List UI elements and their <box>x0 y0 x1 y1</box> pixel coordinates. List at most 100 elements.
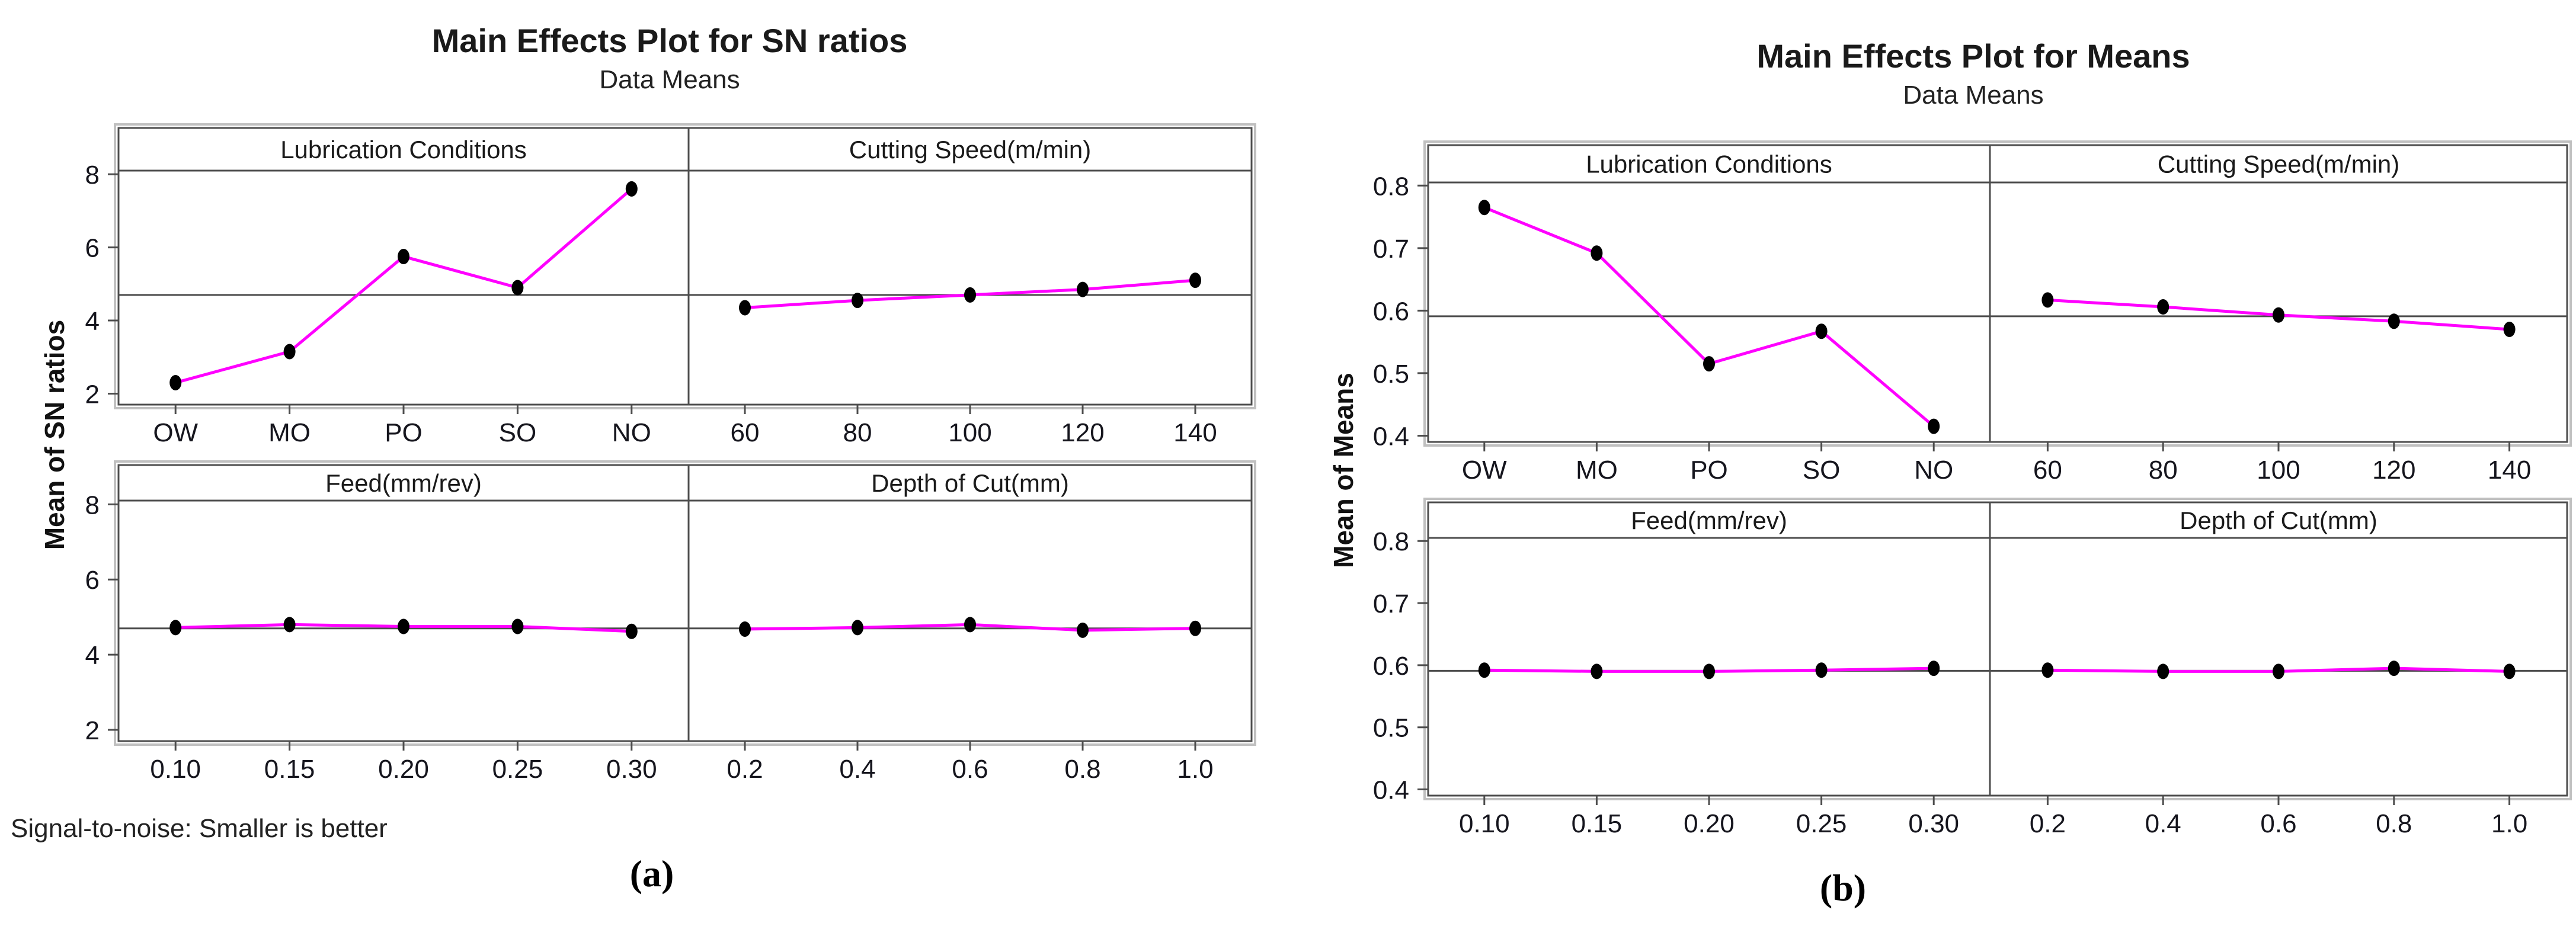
x-tick-label: 60 <box>2033 456 2062 485</box>
data-point-marker <box>2273 663 2284 679</box>
data-point-marker <box>964 287 976 303</box>
data-point-marker <box>625 623 638 639</box>
panel-header-label: Lubrication Conditions <box>280 136 527 164</box>
figure-a-title: Main Effects Plot for SN ratios <box>431 22 908 59</box>
panel-row-outer-edge <box>1423 498 2572 800</box>
data-point-marker <box>1077 281 1089 297</box>
x-tick-label: 1.0 <box>2491 809 2527 838</box>
x-tick-label: SO <box>1803 456 1841 485</box>
data-point-marker <box>739 300 751 316</box>
x-tick-label: OW <box>153 418 198 447</box>
y-tick-label: 0.4 <box>1373 422 1409 451</box>
panel-row-frame <box>1427 501 2568 797</box>
data-point-marker <box>2157 663 2169 679</box>
y-tick-label: 8 <box>85 491 100 520</box>
x-tick-label: 100 <box>2257 456 2300 485</box>
x-tick-label: 0.15 <box>264 755 315 784</box>
x-tick-label: 120 <box>2372 456 2415 485</box>
figure-b-title: Main Effects Plot for Means <box>1756 37 2190 75</box>
x-tick-label: 0.2 <box>2030 809 2066 838</box>
figure-a-ylabel: Mean of SN ratios <box>39 319 70 550</box>
x-tick-label: 120 <box>1061 418 1104 447</box>
x-tick-label: 0.20 <box>1684 809 1735 838</box>
data-point-marker <box>1815 662 1828 678</box>
x-tick-label: 0.30 <box>606 755 657 784</box>
y-tick-label: 0.6 <box>1373 297 1409 326</box>
y-tick-label: 8 <box>85 161 100 190</box>
y-tick-label: 4 <box>85 641 100 670</box>
x-tick-label: SO <box>499 418 537 447</box>
data-point-marker <box>625 181 638 197</box>
figure-b-ylabel: Mean of Means <box>1328 373 1359 568</box>
y-tick-label: 0.7 <box>1373 235 1409 264</box>
figure-a-caption: (a) <box>629 852 674 895</box>
data-point-marker <box>511 618 524 634</box>
data-point-marker <box>1703 356 1715 372</box>
data-point-marker <box>1478 662 1490 678</box>
data-point-marker <box>852 293 863 309</box>
figure-b-caption: (b) <box>1819 867 1867 909</box>
x-tick-label: 0.15 <box>1572 809 1623 838</box>
x-tick-label: 60 <box>731 418 760 447</box>
panel-header-label: Cutting Speed(m/min) <box>2158 150 2400 178</box>
panel-row-outer-edge <box>114 123 1256 409</box>
x-tick-label: 0.30 <box>1908 809 1959 838</box>
data-point-marker <box>1591 663 1603 679</box>
data-point-marker <box>852 620 863 636</box>
x-tick-label: PO <box>385 418 423 447</box>
panel-row-frame <box>1427 144 2568 443</box>
x-tick-label: 0.25 <box>492 755 543 784</box>
panel-header-label: Feed(mm/rev) <box>325 469 482 497</box>
data-point-marker <box>2503 663 2516 679</box>
data-point-marker <box>283 617 296 633</box>
x-tick-label: NO <box>1914 456 1953 485</box>
y-tick-label: 2 <box>85 716 100 745</box>
data-point-marker <box>2388 661 2400 677</box>
data-point-marker <box>1815 323 1828 339</box>
x-tick-label: OW <box>1462 456 1507 485</box>
x-tick-label: 0.20 <box>378 755 429 784</box>
data-point-marker <box>398 249 409 265</box>
x-tick-label: 0.10 <box>1459 809 1510 838</box>
data-point-marker <box>511 280 524 296</box>
panel-row-frame <box>117 464 1253 742</box>
x-tick-label: NO <box>612 418 651 447</box>
data-point-marker <box>1189 620 1201 636</box>
x-tick-label: 0.2 <box>727 755 763 784</box>
data-point-marker <box>1189 273 1201 289</box>
x-tick-label: MO <box>268 418 311 447</box>
data-point-marker <box>2157 299 2169 315</box>
data-point-marker <box>2388 313 2400 329</box>
y-tick-label: 6 <box>85 234 100 263</box>
x-tick-label: 0.4 <box>2145 809 2181 838</box>
data-point-marker <box>1703 663 1715 679</box>
x-tick-label: 140 <box>1173 418 1217 447</box>
data-point-marker <box>2041 662 2054 678</box>
x-tick-label: 0.6 <box>952 755 988 784</box>
x-tick-label: 140 <box>2488 456 2531 485</box>
data-point-marker <box>739 621 751 637</box>
data-point-marker <box>169 620 182 636</box>
y-tick-label: 6 <box>85 566 100 595</box>
panel-row-outer-edge <box>114 460 1256 746</box>
data-point-marker <box>398 618 409 634</box>
data-point-marker <box>1928 661 1940 677</box>
panel-header-label: Lubrication Conditions <box>1586 150 1832 178</box>
panel-header-label: Depth of Cut(mm) <box>871 469 1069 497</box>
x-tick-label: 80 <box>2149 456 2178 485</box>
x-tick-label: 0.25 <box>1796 809 1847 838</box>
x-tick-label: PO <box>1690 456 1728 485</box>
x-tick-label: 0.8 <box>2376 809 2412 838</box>
x-tick-label: 0.6 <box>2260 809 2296 838</box>
panel-header-label: Feed(mm/rev) <box>1631 507 1787 534</box>
y-tick-label: 0.6 <box>1373 652 1409 681</box>
data-point-marker <box>2041 292 2054 308</box>
y-tick-label: 0.4 <box>1373 776 1409 805</box>
data-point-marker <box>1591 245 1603 261</box>
x-tick-label: 0.10 <box>150 755 201 784</box>
figure-b-subtitle: Data Means <box>1903 81 2044 110</box>
x-tick-label: 1.0 <box>1177 755 1213 784</box>
data-point-marker <box>964 617 976 633</box>
